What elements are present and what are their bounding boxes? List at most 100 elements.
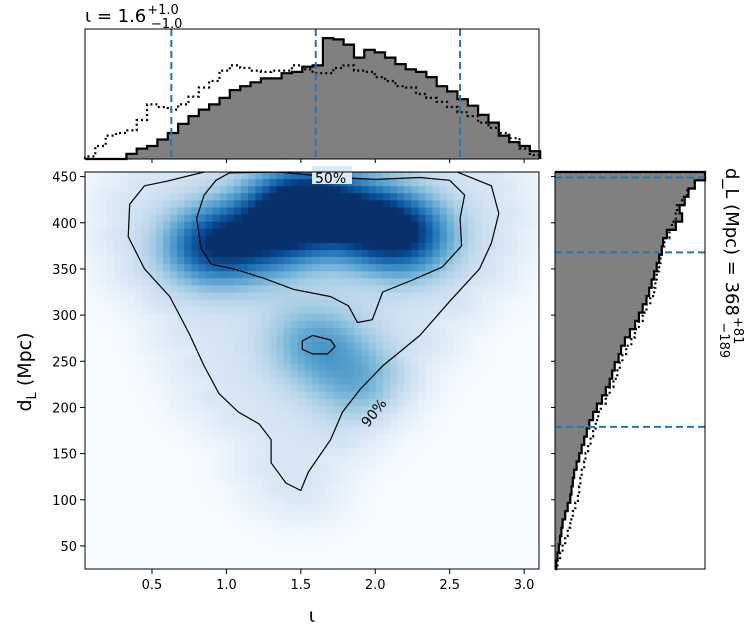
heat-cell: [453, 434, 462, 442]
heat-cell: [375, 228, 384, 237]
heat-cell: [361, 271, 370, 279]
heat-cell: [205, 540, 214, 549]
heat-cell: [198, 462, 207, 471]
heat-cell: [283, 264, 292, 272]
heat-cell: [283, 448, 292, 457]
heat-cell: [233, 448, 242, 457]
heat-cell: [92, 349, 100, 357]
heat-cell: [212, 512, 221, 520]
heat-cell: [219, 257, 228, 265]
heat-cell: [404, 491, 412, 499]
heat-cell: [326, 469, 334, 478]
heat-cell: [517, 561, 526, 569]
heat-cell: [106, 278, 114, 287]
heat-cell: [262, 242, 271, 251]
heat-cell: [326, 462, 334, 471]
heat-cell: [241, 498, 249, 506]
heat-cell: [446, 278, 455, 287]
heat-cell: [517, 526, 526, 535]
heat-cell: [439, 249, 448, 258]
y-tick-label: 250: [52, 355, 77, 370]
heat-cell: [425, 483, 434, 492]
heat-cell: [120, 271, 129, 279]
heat-cell: [418, 498, 427, 506]
heat-cell: [361, 413, 370, 421]
heat-cell: [382, 299, 391, 308]
heat-cell: [304, 519, 313, 528]
heat-cell: [148, 441, 157, 450]
heat-cell: [503, 306, 512, 315]
heat-cell: [148, 342, 157, 350]
heat-cell: [319, 193, 327, 201]
heat-cell: [85, 306, 93, 315]
heat-cell: [290, 299, 299, 308]
heat-cell: [312, 469, 320, 478]
heat-cell: [347, 441, 356, 450]
heat-cell: [517, 384, 526, 393]
heat-cell: [297, 179, 306, 187]
heat-cell: [241, 242, 249, 251]
heat-cell: [361, 221, 370, 230]
heat-cell: [155, 235, 164, 244]
heat-cell: [141, 377, 150, 386]
heat-cell: [312, 242, 320, 251]
heat-cell: [212, 292, 221, 301]
right-bar: [555, 180, 695, 189]
heat-cell: [375, 356, 384, 365]
heat-cell: [425, 228, 434, 237]
heat-cell: [397, 533, 405, 542]
heat-cell: [382, 335, 391, 343]
heat-cell: [397, 469, 405, 478]
heat-cell: [191, 320, 200, 329]
heat-cell: [517, 235, 526, 244]
heat-cell: [255, 391, 263, 400]
heat-cell: [439, 483, 448, 492]
heat-cell: [404, 540, 412, 549]
heat-cell: [155, 476, 164, 485]
heat-cell: [120, 235, 129, 244]
heat-cell: [446, 491, 455, 499]
heat-cell: [354, 540, 363, 549]
heat-cell: [226, 405, 235, 414]
heat-cell: [219, 278, 228, 287]
heat-cell: [496, 370, 505, 379]
heat-cell: [99, 448, 107, 457]
heat-cell: [418, 186, 427, 194]
heat-cell: [163, 257, 171, 265]
heat-cell: [475, 540, 483, 549]
right-credible-lines: [555, 176, 705, 428]
x-tick-label: 1.0: [216, 578, 237, 593]
heat-cell: [354, 249, 363, 258]
heat-cell: [453, 391, 462, 400]
heat-cell: [177, 249, 185, 258]
heat-cell: [397, 398, 405, 407]
heat-cell: [113, 313, 122, 322]
heat-cell: [517, 327, 526, 336]
heat-cell: [212, 235, 221, 244]
heat-cell: [304, 476, 313, 485]
heat-cell: [170, 228, 178, 237]
heat-cell: [453, 512, 462, 520]
heat-cell: [85, 242, 93, 251]
heat-cell: [475, 200, 483, 209]
heat-cell: [319, 264, 327, 272]
heat-cell: [489, 342, 498, 350]
heat-cell: [439, 221, 448, 230]
heat-cell: [269, 427, 278, 435]
heat-cell: [177, 441, 185, 450]
heat-cell: [155, 221, 164, 230]
heat-cell: [106, 363, 114, 372]
heat-cell: [255, 186, 263, 194]
heat-cell: [468, 469, 476, 478]
heat-cell: [141, 455, 150, 464]
heat-cell: [205, 462, 214, 471]
heat-cell: [248, 249, 256, 258]
heat-cell: [170, 242, 178, 251]
heat-cell: [361, 455, 370, 464]
heat-cell: [482, 349, 490, 357]
heat-cell: [496, 186, 505, 194]
heat-cell: [319, 377, 327, 386]
heat-cell: [531, 221, 539, 230]
heat-cell: [503, 370, 512, 379]
heat-cell: [397, 278, 405, 287]
